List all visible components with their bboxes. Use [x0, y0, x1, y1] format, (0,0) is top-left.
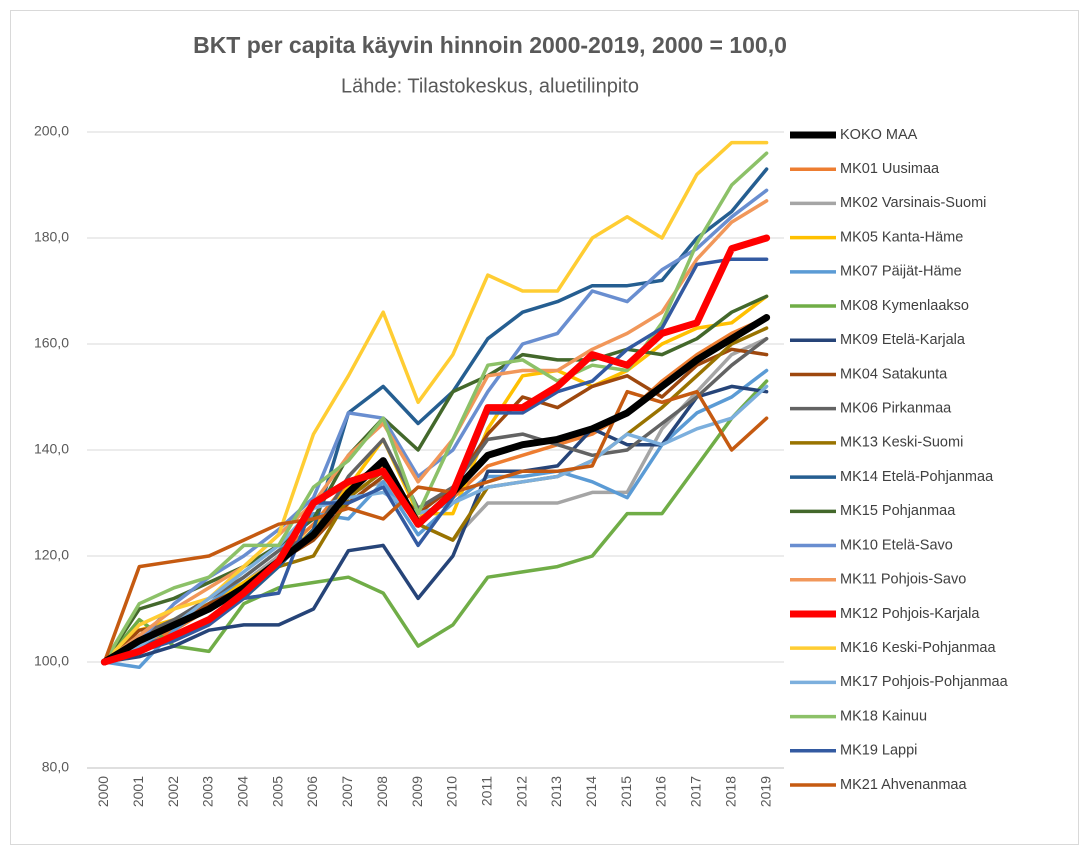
x-tick-label: 2005	[269, 776, 285, 807]
series-line	[102, 294, 769, 664]
x-tick-label: 2004	[235, 776, 251, 807]
legend-label: MK19 Lappi	[840, 743, 917, 759]
chart-frame	[10, 10, 1079, 845]
series-line	[100, 234, 771, 666]
x-tick-label: 2018	[722, 776, 738, 807]
y-tick-label: 160,0	[34, 335, 69, 351]
legend-label: MK18 Kainuu	[840, 708, 927, 724]
x-tick-label: 2019	[757, 776, 773, 807]
legend-label: MK10 Etelä-Savo	[840, 537, 953, 553]
series-line	[102, 379, 769, 664]
legend-label: MK11 Pohjois-Savo	[840, 572, 966, 588]
x-tick-label: 2008	[374, 776, 390, 807]
x-tick-label: 2014	[583, 776, 599, 807]
legend-label: MK06 Pirkanmaa	[840, 401, 952, 417]
x-tick-label: 2007	[339, 776, 355, 807]
x-tick-label: 2017	[688, 776, 704, 807]
series-line	[102, 389, 769, 664]
legend-label: MK21 Ahvenanmaa	[840, 777, 967, 793]
legend-label: MK14 Etelä-Pohjanmaa	[840, 469, 994, 485]
y-tick-label: 80,0	[42, 759, 69, 775]
legend-label: MK01 Uusimaa	[840, 161, 940, 177]
legend-label: MK05 Kanta-Häme	[840, 229, 963, 245]
legend-label: MK15 Pohjanmaa	[840, 503, 956, 519]
series-line	[102, 199, 769, 664]
x-tick-label: 2000	[95, 776, 111, 807]
y-tick-label: 180,0	[34, 229, 69, 245]
legend-label: MK16 Keski-Pohjanmaa	[840, 640, 996, 656]
x-tick-label: 2009	[409, 776, 425, 807]
legend-label: MK02 Varsinais-Suomi	[840, 195, 986, 211]
x-tick-label: 2012	[513, 776, 529, 807]
y-tick-label: 100,0	[34, 653, 69, 669]
legend-label: MK13 Keski-Suomi	[840, 435, 963, 451]
x-tick-label: 2001	[130, 776, 146, 807]
legend-label: MK12 Pohjois-Karjala	[840, 606, 980, 622]
x-tick-label: 2011	[478, 776, 494, 806]
x-tick-label: 2010	[444, 776, 460, 807]
legend-label: MK04 Satakunta	[840, 366, 948, 382]
legend-label: MK17 Pohjois-Pohjanmaa	[840, 674, 1009, 690]
x-tick-label: 2015	[618, 776, 634, 807]
x-tick-label: 2006	[304, 776, 320, 807]
x-tick-label: 2016	[653, 776, 669, 807]
legend-label: MK07 Päijät-Häme	[840, 264, 962, 280]
chart-subtitle: Lähde: Tilastokeskus, aluetilinpito	[341, 75, 639, 97]
legend-label: KOKO MAA	[840, 127, 918, 143]
x-tick-label: 2003	[200, 776, 216, 807]
y-tick-label: 200,0	[34, 123, 69, 139]
x-tick-label: 2013	[548, 776, 564, 807]
x-tick-label: 2002	[165, 776, 181, 807]
legend-label: MK09 Etelä-Karjala	[840, 332, 966, 348]
y-tick-label: 140,0	[34, 441, 69, 457]
chart-title: BKT per capita käyvin hinnoin 2000-2019,…	[193, 32, 787, 58]
y-tick-label: 120,0	[34, 547, 69, 563]
series-line	[102, 257, 769, 664]
legend-label: MK08 Kymenlaakso	[840, 298, 969, 314]
